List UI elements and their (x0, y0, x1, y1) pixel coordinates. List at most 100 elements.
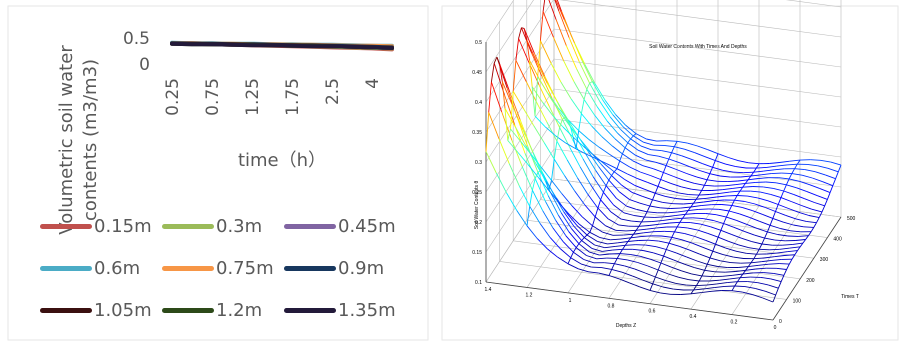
surface-mesh-segment (562, 126, 574, 138)
surface-mesh-segment (748, 178, 759, 181)
surface-mesh-segment (678, 192, 689, 196)
surface-mesh-segment (619, 153, 623, 162)
surface-mesh-segment (603, 192, 614, 206)
line-chart-panel: 0.5 0 0.25 0.75 1.25 1.75 2.5 4 time（h） Volumetri… (0, 0, 430, 341)
time-tick-label: 300 (820, 257, 829, 263)
surface-mesh-segment (566, 159, 578, 178)
surface-mesh-segment (768, 263, 780, 265)
surface-mesh-segment (599, 237, 611, 241)
surface-mesh-segment (769, 224, 781, 229)
surface-mesh-segment (712, 166, 723, 171)
surface-mesh-segment (615, 229, 627, 232)
surface-mesh-segment (574, 42, 586, 65)
surface-mesh-segment (664, 215, 676, 218)
surface-mesh-segment (804, 198, 815, 203)
surface-mesh-segment (660, 255, 665, 264)
surface-mesh-segment (665, 243, 670, 250)
surface-mesh-segment (533, 125, 545, 143)
time-tick-label: 400 (833, 237, 842, 243)
surface-mesh-segment (604, 127, 616, 140)
surface-mesh-segment (703, 287, 715, 290)
surface-mesh-segment (765, 207, 776, 212)
surface-mesh-segment (537, 40, 541, 77)
surface-mesh-segment (719, 191, 730, 194)
surface-mesh-segment (808, 231, 812, 236)
surface-mesh-segment (700, 223, 711, 228)
surface-mesh-segment (642, 279, 653, 285)
surface-mesh-segment (514, 126, 526, 146)
surface-mesh-segment (676, 222, 681, 228)
surface-mesh-segment (675, 198, 687, 200)
surface-mesh-segment (565, 142, 577, 150)
surface-mesh-segment (705, 239, 716, 245)
surface-mesh-segment (647, 181, 659, 187)
surface-mesh-segment (735, 166, 747, 169)
surface-mesh-segment (633, 232, 644, 235)
surface-mesh-segment (707, 232, 719, 238)
surface-mesh-segment (594, 83, 606, 101)
surface-mesh-segment (742, 270, 746, 275)
surface-mesh-segment (657, 179, 662, 187)
depth-tick-label: 0 (774, 325, 777, 331)
surface-mesh-segment (742, 186, 753, 188)
surface-mesh-segment (598, 166, 610, 181)
surface-mesh-segment (563, 211, 575, 227)
surface-mesh-segment (567, 119, 579, 137)
surface-mesh-segment (663, 255, 674, 261)
surface-mesh-segment (837, 164, 842, 172)
surface-mesh-segment (584, 204, 596, 218)
surface-mesh-segment (677, 210, 689, 213)
surface-mesh-segment (807, 163, 818, 167)
surface-mesh-segment (530, 153, 542, 168)
surface-mesh-segment (680, 293, 692, 295)
x-tick-label: 0.25 (163, 78, 183, 116)
surface-mesh-segment (687, 227, 698, 231)
surface-mesh-segment (756, 166, 767, 169)
surface-mesh-segment (662, 165, 667, 173)
surface-mesh-segment (548, 0, 557, 20)
surface-mesh-segment (832, 178, 837, 186)
surface-mesh-segment (753, 167, 757, 173)
surface-mesh-segment (518, 38, 530, 63)
back-wall-grid-line (785, 0, 842, 8)
legend-label: 0.75m (216, 257, 274, 279)
surface-mesh-segment (616, 160, 621, 169)
surface-mesh-segment (795, 239, 806, 241)
surface-mesh-segment (739, 186, 744, 192)
surface-mesh-segment (622, 153, 633, 162)
surface-mesh-segment (501, 81, 514, 106)
surface-mesh-segment (694, 182, 705, 186)
surface-mesh-segment (631, 220, 642, 223)
floor-grid-line (513, 240, 801, 280)
surface-mesh-segment (609, 116, 621, 130)
surface-mesh-segment (671, 146, 675, 153)
surface-mesh-segment (490, 81, 503, 113)
surface-mesh-segment (621, 147, 626, 155)
floor-grid-line (690, 205, 760, 310)
surface-mesh-segment (709, 167, 714, 174)
surface-mesh-segment (720, 175, 731, 178)
surface-mesh-segment (496, 56, 501, 64)
surface-mesh-segment (597, 207, 609, 220)
surface-mesh-segment (785, 178, 790, 185)
surface-mesh-segment (722, 274, 733, 277)
surface-mesh-segment (546, 121, 558, 142)
surface-mesh-segment (639, 202, 650, 207)
y-axis-label-line-2: contents (m3/m3) (80, 59, 101, 221)
surface-chart-panel: Soil Water Contents With Times And Depth… (440, 0, 902, 341)
legend-item-0.6m: 0.6m (40, 256, 140, 280)
surface-mesh-segment (664, 230, 675, 233)
surface-mesh-segment (580, 263, 592, 268)
surface-mesh-segment (715, 243, 726, 249)
surface-mesh-segment (658, 155, 669, 160)
surface-mesh-segment (620, 237, 631, 240)
surface-mesh-segment (640, 235, 652, 238)
surface-mesh-segment (627, 240, 639, 242)
value-tick-label: 0.25 (472, 190, 482, 196)
surface-mesh-segment (499, 63, 511, 93)
surface-mesh-segment (676, 140, 688, 144)
surface-mesh-segment (747, 281, 758, 284)
surface-mesh-segment (542, 11, 554, 38)
back-wall-grid-line (553, 58, 842, 98)
legend-swatch (162, 265, 214, 271)
